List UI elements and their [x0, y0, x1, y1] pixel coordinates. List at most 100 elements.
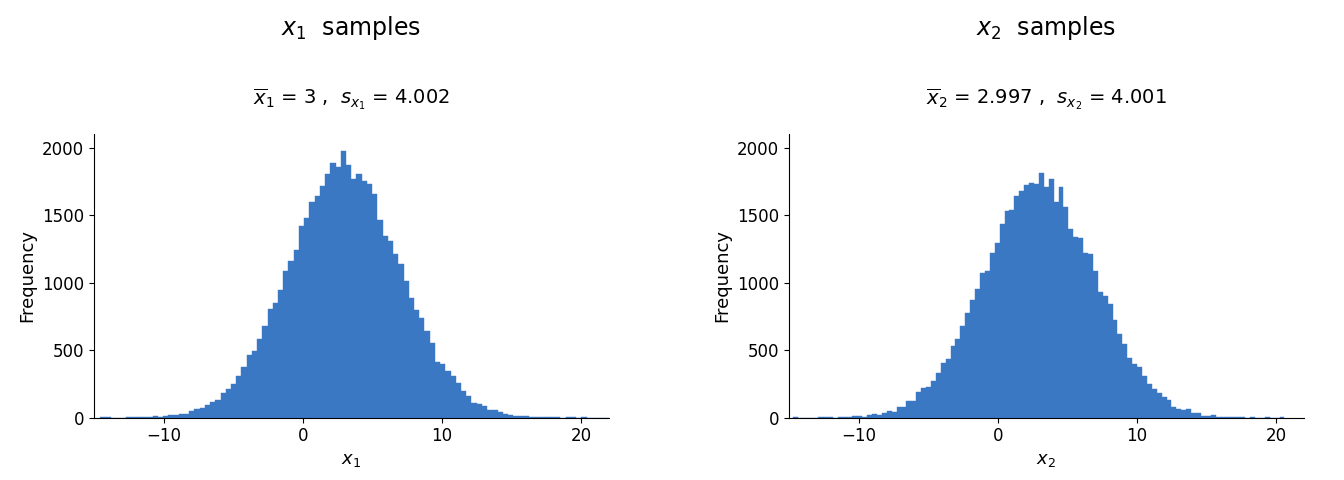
Bar [351, 180, 356, 418]
Bar [1187, 409, 1191, 418]
Bar [247, 355, 251, 418]
Bar [926, 387, 931, 418]
Bar [482, 406, 487, 418]
Bar [1063, 207, 1068, 418]
Bar [367, 184, 372, 418]
Bar [852, 416, 857, 418]
Bar [1113, 320, 1117, 418]
Bar [1157, 393, 1161, 418]
Bar [970, 300, 976, 418]
Bar [320, 186, 325, 418]
X-axis label: $x_2$: $x_2$ [1036, 451, 1056, 469]
Bar [278, 289, 284, 418]
Bar [976, 289, 980, 418]
Bar [1176, 409, 1181, 418]
Bar [435, 362, 439, 418]
Bar [935, 373, 941, 418]
Bar [461, 391, 466, 418]
Bar [148, 417, 152, 418]
Bar [896, 407, 902, 418]
Bar [921, 388, 926, 418]
Bar [298, 226, 304, 418]
Bar [284, 271, 289, 418]
Bar [309, 202, 314, 418]
Bar [1181, 409, 1187, 418]
Bar [1167, 400, 1172, 418]
Bar [1004, 211, 1009, 418]
Bar [257, 339, 262, 418]
Bar [1191, 413, 1196, 418]
Bar [1211, 415, 1216, 418]
Bar [1122, 344, 1128, 418]
Y-axis label: Frequency: Frequency [714, 229, 731, 323]
Bar [362, 181, 367, 418]
Bar [1216, 417, 1220, 418]
Bar [325, 174, 331, 418]
Bar [477, 404, 482, 418]
Bar [1098, 292, 1102, 418]
Bar [430, 343, 435, 418]
Bar [190, 411, 195, 418]
Bar [1132, 364, 1137, 418]
Bar [1000, 224, 1004, 418]
Bar [1093, 271, 1098, 418]
Bar [267, 310, 273, 418]
Bar [848, 417, 852, 418]
Bar [1196, 413, 1202, 418]
Bar [304, 218, 309, 418]
Bar [195, 409, 200, 418]
Bar [1172, 407, 1176, 418]
Bar [456, 383, 461, 418]
Y-axis label: Frequency: Frequency [19, 229, 36, 323]
Bar [1083, 252, 1089, 418]
Bar [1146, 384, 1152, 418]
Text: $x_2$  samples: $x_2$ samples [976, 14, 1117, 42]
Bar [1024, 185, 1030, 418]
Bar [1054, 203, 1059, 418]
Bar [204, 405, 210, 418]
Bar [956, 338, 961, 418]
Bar [1235, 417, 1241, 418]
Bar [1152, 389, 1157, 418]
Bar [289, 261, 294, 418]
Bar [882, 413, 887, 418]
Bar [226, 389, 231, 418]
Bar [1161, 396, 1167, 418]
Bar [1220, 417, 1226, 418]
Bar [1089, 254, 1093, 418]
Bar [414, 310, 419, 418]
Bar [372, 194, 378, 418]
Bar [331, 163, 336, 418]
Bar [867, 415, 872, 418]
Bar [273, 302, 278, 418]
Bar [1068, 228, 1074, 418]
Bar [210, 402, 215, 418]
Bar [220, 393, 226, 418]
Bar [425, 331, 430, 418]
Bar [965, 313, 970, 418]
Bar [163, 416, 168, 418]
Bar [1030, 183, 1034, 418]
Bar [251, 351, 257, 418]
Bar [950, 346, 956, 418]
Bar [1128, 358, 1132, 418]
Bar [989, 252, 995, 418]
Bar [1142, 376, 1146, 418]
Bar [1078, 238, 1083, 418]
Bar [392, 254, 398, 418]
Bar [152, 416, 157, 418]
Bar [862, 417, 867, 418]
Bar [215, 400, 220, 418]
Bar [1107, 304, 1113, 418]
Bar [843, 417, 848, 418]
Bar [1206, 416, 1211, 418]
Bar [472, 403, 477, 418]
Bar [513, 416, 519, 418]
Bar [980, 273, 985, 418]
Bar [409, 298, 414, 418]
Bar [439, 364, 445, 418]
Bar [200, 408, 204, 418]
Bar [1226, 417, 1230, 418]
Bar [142, 417, 148, 418]
Bar [891, 412, 896, 418]
